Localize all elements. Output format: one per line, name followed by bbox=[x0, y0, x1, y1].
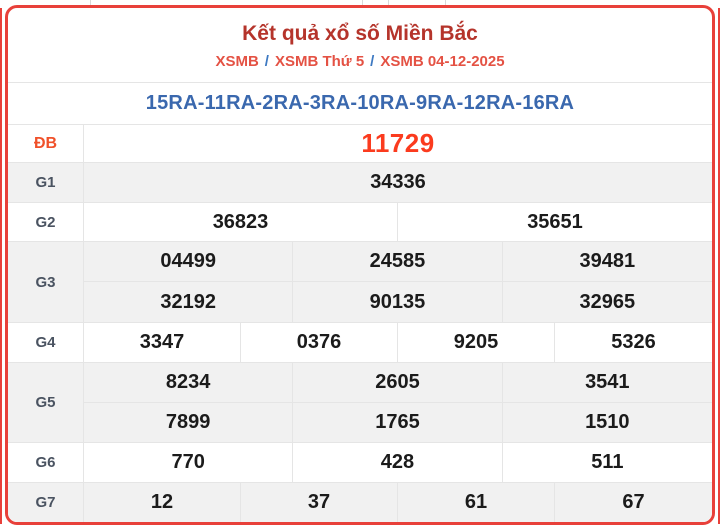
top-grid-tick bbox=[388, 0, 389, 5]
prize-number: 7899 bbox=[165, 410, 211, 433]
prize-cell: 5326 bbox=[555, 323, 712, 362]
prize-number: 61 bbox=[464, 491, 488, 513]
prize-row-G4: G4 3347 0376 9205 5326 bbox=[8, 323, 712, 363]
prize-cell: 04499 bbox=[84, 242, 294, 282]
top-grid-tick bbox=[362, 0, 363, 5]
prize-number: 3347 bbox=[139, 331, 185, 353]
prize-number: 34336 bbox=[370, 171, 426, 193]
prize-number: 67 bbox=[622, 491, 645, 513]
prize-number: 770 bbox=[171, 451, 205, 473]
prize-cell: 11729 bbox=[84, 125, 712, 162]
prize-cell: 8234 bbox=[84, 363, 294, 403]
results-table: ĐB 11729 G1 34336 G2 36823 35651 G3 04499 24585 39… bbox=[8, 125, 712, 522]
top-grid-tick bbox=[90, 0, 91, 5]
prize-label-G7: G7 bbox=[8, 483, 84, 522]
prize-cell: 34336 bbox=[84, 163, 712, 202]
prize-number: 39481 bbox=[579, 250, 636, 272]
signs-line: 15RA-11RA-2RA-3RA-10RA-9RA-12RA-16RA bbox=[8, 83, 712, 125]
prize-values-G3: 04499 24585 39481 32192 90135 32965 bbox=[84, 242, 712, 322]
prize-number: 0376 bbox=[296, 331, 342, 353]
page-title: Kết quả xổ số Miền Bắc bbox=[242, 22, 478, 45]
prize-cell: 1765 bbox=[293, 402, 503, 442]
prize-row-G5: G5 8234 2605 3541 7899 1765 1510 bbox=[8, 363, 712, 443]
prize-row-ĐB: ĐB 11729 bbox=[8, 125, 712, 163]
prize-row-G3: G3 04499 24585 39481 32192 90135 32965 bbox=[8, 242, 712, 323]
prize-cell: 37 bbox=[241, 483, 398, 522]
breadcrumb-item-1[interactable]: XSMB bbox=[215, 53, 259, 70]
prize-number: 11729 bbox=[361, 128, 435, 158]
prize-values-G1: 34336 bbox=[84, 163, 712, 202]
prize-number: 37 bbox=[307, 491, 331, 513]
prize-row-G7: G7 12 37 61 67 bbox=[8, 483, 712, 522]
prize-cell: 90135 bbox=[293, 282, 503, 322]
prize-number: 90135 bbox=[369, 290, 426, 313]
prize-number: 428 bbox=[380, 451, 415, 473]
prize-number: 36823 bbox=[212, 210, 269, 233]
prize-number: 24585 bbox=[369, 250, 426, 272]
lottery-result-card: Kết quả xổ số Miền Bắc XSMB / XSMB Thứ 5/X… bbox=[5, 5, 715, 525]
left-edge-accent bbox=[0, 8, 2, 524]
prize-number: 9205 bbox=[453, 331, 499, 353]
prize-number: 12 bbox=[150, 491, 174, 513]
prize-cell: 770 bbox=[84, 443, 294, 482]
prize-cell: 511 bbox=[503, 443, 712, 482]
prize-number: 1765 bbox=[375, 410, 420, 433]
prize-cell: 61 bbox=[398, 483, 555, 522]
prize-number: 35651 bbox=[527, 210, 583, 233]
prize-number: 511 bbox=[591, 451, 624, 473]
prize-cell: 12 bbox=[84, 483, 241, 522]
prize-cell: 67 bbox=[555, 483, 712, 522]
breadcrumb-separator: / bbox=[370, 53, 375, 70]
prize-cell: 2605 bbox=[293, 363, 503, 403]
breadcrumb-separator: / bbox=[264, 53, 269, 70]
breadcrumb: XSMB / XSMB Thứ 5 / XSMB 04-12-2025 bbox=[215, 53, 504, 70]
prize-number: 2605 bbox=[375, 370, 420, 393]
prize-label-G5: G5 bbox=[8, 363, 84, 442]
prize-row-G6: G6 770 428 511 bbox=[8, 443, 712, 483]
prize-number: 8234 bbox=[165, 370, 211, 393]
breadcrumb-item-2[interactable]: XSMB Thứ 5 bbox=[274, 53, 365, 70]
prize-row-G2: G2 36823 35651 bbox=[8, 203, 712, 242]
prize-row-G1: G1 34336 bbox=[8, 163, 712, 203]
top-grid-tick bbox=[445, 0, 446, 5]
prize-values-ĐB: 11729 bbox=[84, 125, 712, 162]
prize-values-G7: 12 37 61 67 bbox=[84, 483, 712, 522]
prize-label-ĐB: ĐB bbox=[8, 125, 84, 162]
prize-cell: 428 bbox=[293, 443, 503, 482]
prize-cell: 35651 bbox=[398, 203, 712, 241]
prize-label-G2: G2 bbox=[8, 203, 84, 241]
prize-number: 04499 bbox=[160, 250, 216, 272]
right-edge-accent bbox=[718, 8, 720, 524]
prize-cell: 32965 bbox=[503, 282, 712, 322]
prize-number: 1510 bbox=[585, 410, 630, 433]
prize-label-G4: G4 bbox=[8, 323, 84, 362]
card-header: Kết quả xổ số Miền Bắc XSMB / XSMB Thứ 5/X… bbox=[8, 8, 712, 83]
prize-values-G6: 770 428 511 bbox=[84, 443, 712, 482]
prize-values-G2: 36823 35651 bbox=[84, 203, 712, 241]
prize-values-G5: 8234 2605 3541 7899 1765 1510 bbox=[84, 363, 712, 442]
prize-number: 5326 bbox=[611, 331, 656, 353]
prize-cell: 24585 bbox=[293, 242, 503, 282]
prize-cell: 7899 bbox=[84, 402, 294, 442]
prize-values-G4: 3347 0376 9205 5326 bbox=[84, 323, 712, 362]
prize-cell: 36823 bbox=[84, 203, 398, 241]
prize-cell: 0376 bbox=[241, 323, 398, 362]
prize-cell: 39481 bbox=[502, 242, 712, 282]
prize-cell: 3541 bbox=[502, 363, 712, 403]
breadcrumb-item-3[interactable]: XSMB 04-12-2025 bbox=[380, 53, 505, 70]
prize-label-G3: G3 bbox=[8, 242, 84, 322]
prize-number: 32965 bbox=[579, 290, 636, 313]
prize-label-G1: G1 bbox=[8, 163, 84, 202]
prize-cell: 9205 bbox=[398, 323, 555, 362]
prize-cell: 32192 bbox=[84, 282, 294, 322]
prize-label-G6: G6 bbox=[8, 443, 84, 482]
prize-cell: 1510 bbox=[503, 403, 712, 443]
prize-number: 32192 bbox=[160, 290, 216, 313]
prize-number: 3541 bbox=[585, 370, 630, 393]
prize-cell: 3347 bbox=[84, 323, 241, 362]
